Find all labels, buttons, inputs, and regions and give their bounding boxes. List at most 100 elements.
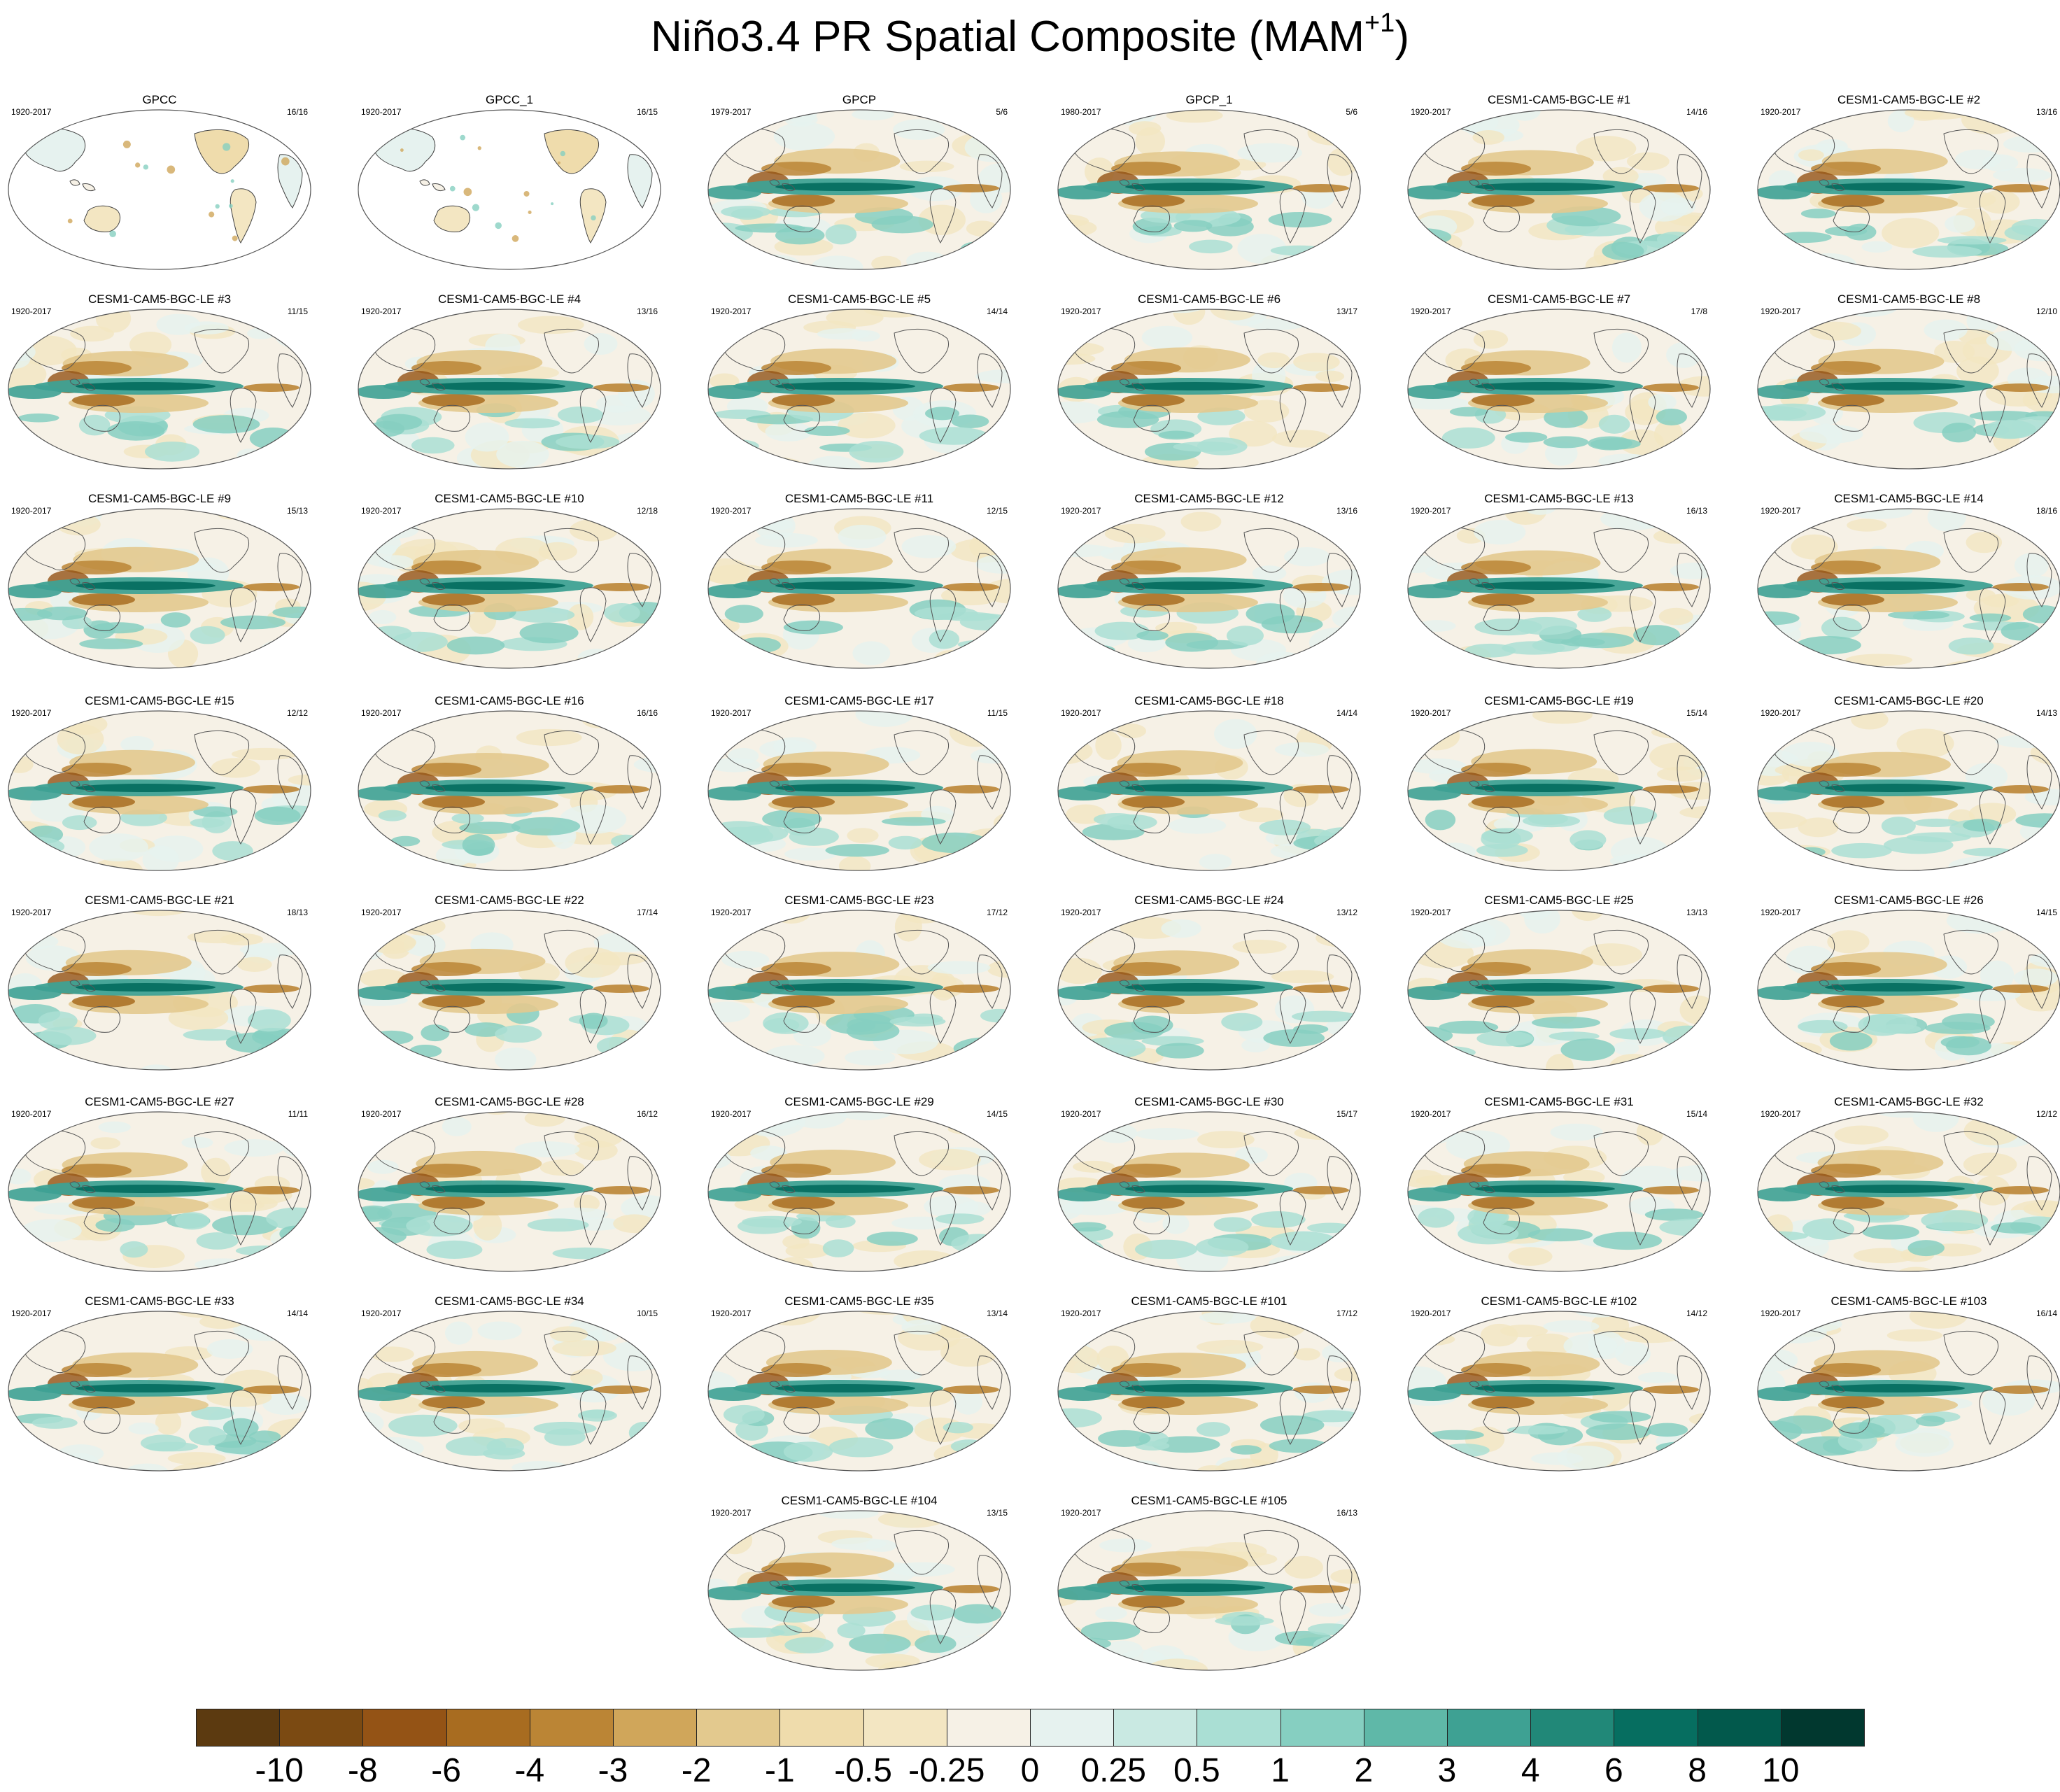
australia-outline bbox=[1833, 205, 1870, 232]
panel-title: CESM1-CAM5-BGC-LE #27 bbox=[85, 1095, 234, 1108]
samerica-outline bbox=[929, 587, 957, 643]
panel-years: 1920-2017 bbox=[711, 1308, 752, 1318]
asia-outline bbox=[1068, 728, 1136, 773]
map-panel: CESM1-CAM5-BGC-LE #4 1920-2017 13/16 bbox=[355, 292, 663, 481]
australia-outline bbox=[1483, 1006, 1520, 1033]
map-panel: CESM1-CAM5-BGC-LE #10 1920-2017 12/18 bbox=[355, 492, 663, 681]
map-plot bbox=[707, 309, 1011, 470]
maritime-outline bbox=[1819, 780, 1845, 793]
samerica-outline bbox=[1279, 1390, 1306, 1446]
map-plot bbox=[358, 1111, 661, 1272]
samerica-outline bbox=[929, 789, 957, 845]
namerica-outline bbox=[1243, 528, 1299, 573]
australia-outline bbox=[83, 404, 120, 432]
panel-years: 1920-2017 bbox=[361, 506, 402, 516]
globe-outline bbox=[358, 910, 661, 1071]
maritime-outline bbox=[1119, 1181, 1145, 1194]
map-plot bbox=[1757, 508, 2060, 669]
samerica-outline bbox=[579, 789, 607, 845]
map-panel: CESM1-CAM5-BGC-LE #3 1920-2017 11/15 bbox=[6, 292, 313, 481]
panel-count: 10/15 bbox=[636, 1308, 658, 1318]
australia-outline bbox=[433, 404, 470, 432]
colorbar-swatch bbox=[1113, 1709, 1198, 1747]
panel-count: 14/14 bbox=[286, 1308, 308, 1318]
panel-title: CESM1-CAM5-BGC-LE #18 bbox=[1134, 694, 1284, 707]
map-panel: GPCP 1979-2017 5/6 bbox=[705, 93, 1013, 282]
namerica-outline bbox=[544, 528, 599, 573]
panel-title: CESM1-CAM5-BGC-LE #23 bbox=[784, 894, 934, 907]
panel-count: 5/6 bbox=[996, 107, 1008, 117]
namerica-outline bbox=[1593, 1330, 1649, 1376]
asia-outline bbox=[19, 526, 86, 571]
panel-years: 1920-2017 bbox=[711, 708, 752, 718]
panel-title: CESM1-CAM5-BGC-LE #11 bbox=[784, 492, 934, 505]
maritime-outline bbox=[769, 379, 796, 391]
map-plot bbox=[1057, 1111, 1361, 1272]
map-panel: CESM1-CAM5-BGC-LE #8 1920-2017 12/10 bbox=[1755, 292, 2060, 481]
samerica-outline bbox=[1979, 1390, 2006, 1446]
asia-outline bbox=[1768, 526, 1835, 571]
maritime-outline bbox=[69, 1181, 96, 1194]
namerica-outline bbox=[1593, 929, 1649, 975]
namerica-outline bbox=[894, 1330, 949, 1376]
africa-outline bbox=[1677, 755, 1702, 810]
map-panel: GPCC_1 1920-2017 16/15 bbox=[355, 93, 663, 282]
map-panel: CESM1-CAM5-BGC-LE #27 1920-2017 11/11 bbox=[6, 1095, 313, 1284]
samerica-outline bbox=[1279, 1589, 1306, 1645]
panel-count: 17/12 bbox=[986, 908, 1008, 917]
map-panel: CESM1-CAM5-BGC-LE #20 1920-2017 14/13 bbox=[1755, 694, 2060, 883]
africa-outline bbox=[2026, 353, 2052, 408]
australia-outline bbox=[1133, 205, 1170, 232]
panel-years: 1920-2017 bbox=[1761, 708, 1801, 718]
colorbar-tick-label: -3 bbox=[598, 1752, 628, 1789]
globe-outline bbox=[1757, 309, 2060, 470]
map-plot bbox=[358, 710, 661, 871]
globe-outline bbox=[1057, 1111, 1361, 1272]
panel-count: 16/14 bbox=[2036, 1308, 2057, 1318]
globe-outline bbox=[707, 1311, 1011, 1472]
africa-outline bbox=[1327, 154, 1353, 209]
maritime-outline bbox=[1819, 1181, 1845, 1194]
maritime-outline bbox=[1119, 578, 1145, 591]
maritime-outline bbox=[1819, 379, 1845, 391]
panel-years: 1920-2017 bbox=[1411, 1109, 1451, 1119]
panel-years: 1920-2017 bbox=[361, 1109, 402, 1119]
map-panel: CESM1-CAM5-BGC-LE #35 1920-2017 13/14 bbox=[705, 1294, 1013, 1483]
australia-outline bbox=[1833, 1006, 1870, 1033]
panel-years: 1920-2017 bbox=[361, 908, 402, 917]
samerica-outline bbox=[1279, 789, 1306, 845]
namerica-outline bbox=[894, 730, 949, 775]
panel-count: 16/15 bbox=[636, 107, 658, 117]
map-panel: CESM1-CAM5-BGC-LE #105 1920-2017 16/13 bbox=[1055, 1494, 1363, 1683]
globe-outline bbox=[358, 1111, 661, 1272]
map-plot bbox=[8, 910, 311, 1071]
australia-outline bbox=[83, 1006, 120, 1033]
colorbar-tick-label: 10 bbox=[1762, 1752, 1800, 1789]
panel-title: CESM1-CAM5-BGC-LE #1 bbox=[1487, 93, 1631, 106]
asia-outline bbox=[719, 1129, 786, 1174]
asia-outline bbox=[719, 728, 786, 773]
maritime-outline bbox=[769, 1580, 796, 1593]
australia-outline bbox=[83, 604, 120, 631]
colorbar-tick-label: 8 bbox=[1688, 1752, 1707, 1789]
maritime-outline bbox=[419, 379, 446, 391]
australia-outline bbox=[1133, 1006, 1170, 1033]
globe-outline bbox=[358, 1311, 661, 1472]
samerica-outline bbox=[579, 1190, 607, 1246]
colorbar-swatch bbox=[446, 1709, 530, 1747]
maritime-outline bbox=[1819, 179, 1845, 192]
australia-outline bbox=[783, 806, 820, 833]
map-plot bbox=[1407, 109, 1711, 270]
panel-title: CESM1-CAM5-BGC-LE #103 bbox=[1830, 1294, 1987, 1308]
panel-count: 15/14 bbox=[1686, 708, 1707, 718]
panel-title: CESM1-CAM5-BGC-LE #10 bbox=[435, 492, 584, 505]
panel-count: 14/12 bbox=[1686, 1308, 1707, 1318]
panel-years: 1920-2017 bbox=[711, 1109, 752, 1119]
map-plot bbox=[8, 710, 311, 871]
map-plot bbox=[1407, 1111, 1711, 1272]
map-plot bbox=[1407, 1311, 1711, 1472]
maritime-outline bbox=[769, 980, 796, 992]
asia-outline bbox=[1768, 127, 1835, 172]
map-panel: CESM1-CAM5-BGC-LE #14 1920-2017 18/16 bbox=[1755, 492, 2060, 681]
maritime-land bbox=[419, 179, 446, 192]
